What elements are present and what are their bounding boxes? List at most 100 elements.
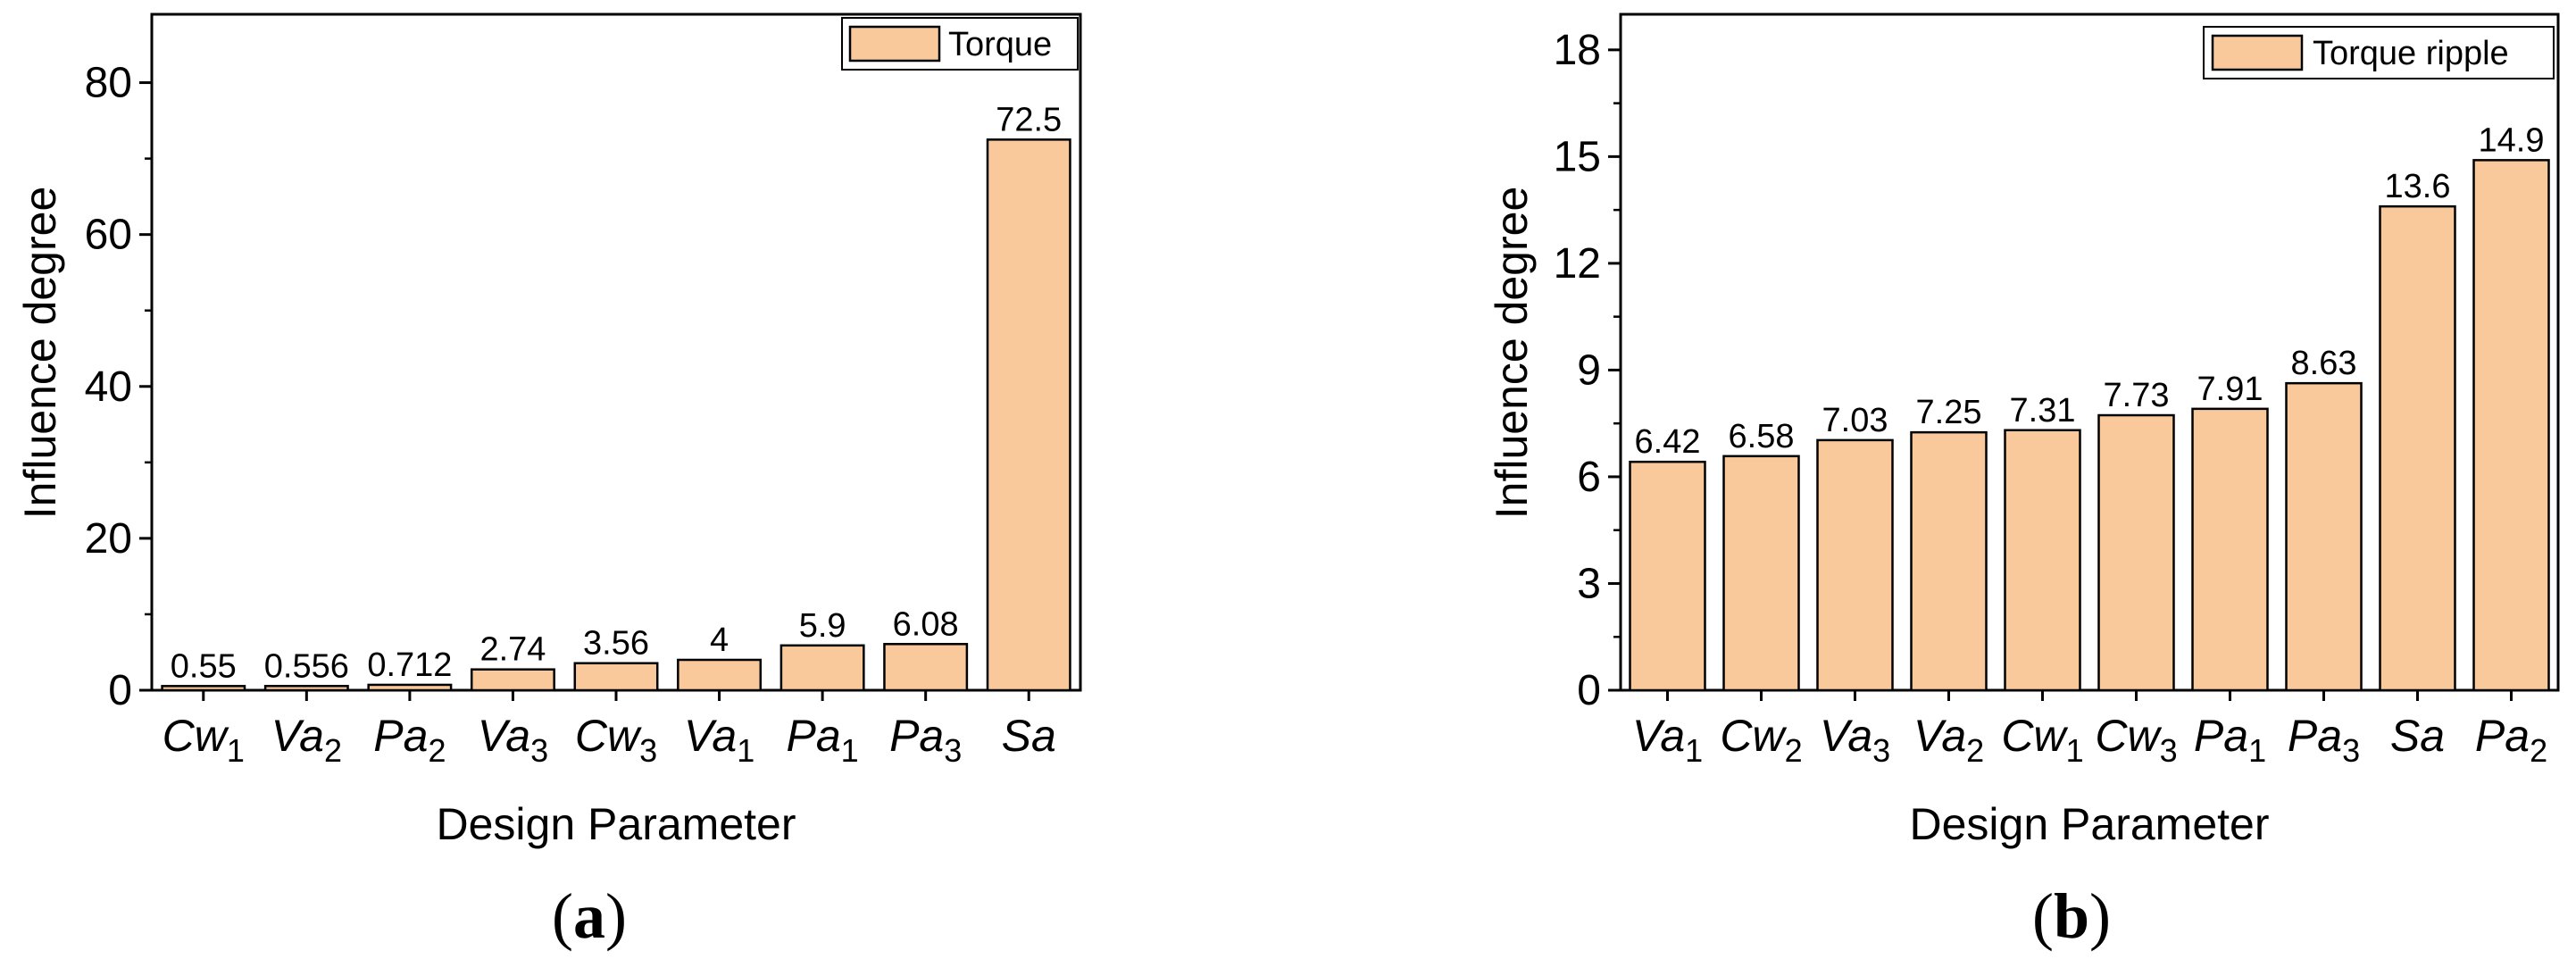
bars-a — [161, 138, 1071, 692]
x-tick-label-subscript: 3 — [530, 732, 548, 769]
x-tick-label-subscript: 1 — [841, 732, 859, 769]
x-tick-label: Va1 — [684, 711, 754, 769]
x-tick-label-subscript: 3 — [639, 732, 657, 769]
x-tick-label-subscript: 2 — [1785, 732, 1803, 769]
data-label: 72.5 — [996, 101, 1062, 138]
x-tick-label-base: Va — [271, 711, 324, 761]
y-tick-label: 9 — [1577, 346, 1601, 394]
x-tick-label: Pa2 — [2475, 711, 2547, 769]
y-tick-label: 80 — [85, 60, 132, 107]
data-labels-b: 6.42 6.58 7.03 7.25 7.31 7.73 7.91 8.63 13.6 14.9 — [1635, 121, 2545, 461]
legend-b: Torque ripple — [2203, 26, 2555, 79]
x-tick-label: Pa1 — [787, 711, 859, 769]
x-tick-label-subscript: 1 — [1685, 732, 1703, 769]
bar — [779, 644, 865, 692]
x-axis-a: Cw1 Va2 Pa2 Va3 Cw3 Va1 Pa1 Pa3 Sa — [163, 690, 1056, 769]
y-axis-a: 0 20 40 60 80 — [85, 60, 152, 714]
bar — [367, 683, 453, 692]
legend-swatch-a — [848, 25, 941, 63]
y-axis-title-b: Influence degree — [1487, 187, 1537, 520]
x-tick-label: Pa2 — [373, 711, 446, 769]
bar — [677, 658, 763, 692]
data-label: 7.91 — [2197, 371, 2263, 408]
x-tick-label-base: Sa — [2390, 711, 2445, 761]
y-tick-label: 3 — [1577, 560, 1601, 607]
x-tick-label-base: Pa — [2194, 711, 2248, 761]
y-tick-label: 12 — [1554, 240, 1601, 288]
y-tick-label: 18 — [1554, 27, 1601, 74]
x-tick-label: Va2 — [1913, 711, 1984, 769]
data-label: 8.63 — [2291, 345, 2357, 382]
x-tick-label: Va3 — [478, 711, 548, 769]
bar — [2191, 407, 2269, 692]
x-tick-label: Cw1 — [163, 711, 245, 769]
x-tick-label-base: Sa — [1002, 711, 1056, 761]
data-label: 6.58 — [1729, 418, 1795, 455]
x-tick-label-base: Pa — [889, 711, 944, 761]
panel-letter-a: a — [573, 880, 605, 952]
bar — [1722, 454, 1800, 692]
y-tick-label: 6 — [1577, 454, 1601, 501]
x-tick-label-base: Pa — [2288, 711, 2342, 761]
y-tick-label: 20 — [85, 515, 132, 563]
x-tick-label-subscript: 3 — [944, 732, 962, 769]
bar — [161, 685, 246, 692]
data-label: 0.556 — [264, 647, 349, 685]
data-label: 6.42 — [1635, 423, 1701, 461]
y-tick-label: 15 — [1554, 133, 1601, 180]
x-tick-label-subscript: 2 — [1966, 732, 1984, 769]
x-tick-label-subscript: 3 — [1872, 732, 1890, 769]
chart-a: 0 20 40 60 80 0.55 0.556 0.712 2.74 3.56 4 5.9 6.08… — [15, 13, 1082, 952]
x-tick-label-base: Cw — [575, 711, 642, 761]
x-tick-label: Cw3 — [2095, 711, 2177, 769]
x-tick-label-base: Pa — [373, 711, 428, 761]
bar — [1910, 430, 1988, 692]
x-tick-label: Pa3 — [2288, 711, 2360, 769]
x-tick-label-base: Cw — [2095, 711, 2162, 761]
legend-label-b: Torque ripple — [2313, 35, 2509, 72]
x-axis-title-a: Design Parameter — [437, 799, 796, 849]
x-tick-label-subscript: 2 — [324, 732, 342, 769]
data-label: 4 — [710, 621, 729, 659]
x-tick-label: Cw3 — [575, 711, 657, 769]
plot-area-frame-a — [150, 13, 1082, 692]
data-label: 5.9 — [799, 607, 846, 645]
y-tick-label: 40 — [85, 363, 132, 411]
x-tick-label-base: Cw — [2001, 711, 2068, 761]
bars-b — [1629, 159, 2550, 692]
panel-label-a: (a) — [552, 880, 627, 952]
data-label: 3.56 — [583, 625, 649, 663]
data-label: 13.6 — [2385, 168, 2451, 205]
data-label: 0.712 — [367, 646, 452, 684]
legend-label-a: Torque — [948, 26, 1052, 63]
x-tick-label: Cw1 — [2001, 711, 2083, 769]
x-tick-label: Cw2 — [1720, 711, 1802, 769]
x-tick-label-base: Pa — [787, 711, 841, 761]
x-tick-label: Sa — [2390, 711, 2445, 761]
x-tick-label-subscript: 1 — [2248, 732, 2266, 769]
x-tick-label: Va3 — [1820, 711, 1890, 769]
bar — [2285, 381, 2363, 692]
data-label: 7.73 — [2104, 377, 2170, 414]
x-tick-label: Pa1 — [2194, 711, 2266, 769]
bar — [986, 138, 1071, 692]
x-axis-title-b: Design Parameter — [1910, 799, 2270, 849]
data-label: 7.25 — [1916, 394, 1982, 431]
x-tick-label-subscript: 3 — [2160, 732, 2178, 769]
plot-area-frame-b — [1619, 13, 2560, 692]
x-tick-label: Pa3 — [889, 711, 962, 769]
x-tick-label: Va1 — [1632, 711, 1703, 769]
y-tick-label: 0 — [108, 667, 132, 714]
x-tick-label-base: Va — [1632, 711, 1685, 761]
bar — [2097, 413, 2175, 692]
y-axis-title-a: Influence degree — [15, 187, 65, 520]
x-tick-label-base: Va — [1820, 711, 1872, 761]
x-tick-label-base: Va — [684, 711, 737, 761]
bar — [470, 668, 555, 692]
x-tick-label-base: Cw — [163, 711, 229, 761]
bar — [2472, 159, 2550, 692]
x-axis-b: Va1 Cw2 Va3 Va2 Cw1 Cw3 Pa1 Pa3 Sa Pa2 — [1632, 690, 2547, 769]
x-tick-label-subscript: 2 — [428, 732, 446, 769]
